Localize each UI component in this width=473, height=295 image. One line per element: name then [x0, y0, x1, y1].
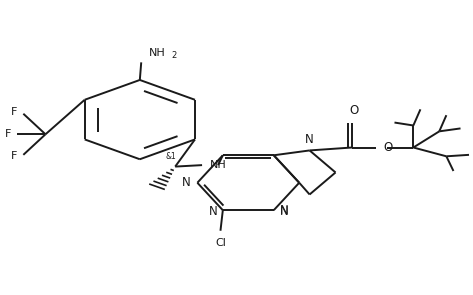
Text: N: N	[280, 204, 288, 217]
Text: &1: &1	[165, 152, 176, 161]
Text: 2: 2	[171, 51, 177, 60]
Text: F: F	[5, 129, 11, 139]
Text: F: F	[11, 107, 18, 117]
Text: N: N	[209, 204, 217, 218]
Text: N: N	[280, 204, 288, 218]
Text: Cl: Cl	[215, 237, 226, 248]
Text: NH: NH	[210, 160, 227, 170]
Text: NH: NH	[149, 48, 166, 58]
Text: N: N	[182, 176, 191, 189]
Text: N: N	[305, 133, 314, 146]
Text: F: F	[11, 151, 18, 161]
Text: O: O	[383, 141, 393, 154]
Text: O: O	[350, 104, 359, 117]
